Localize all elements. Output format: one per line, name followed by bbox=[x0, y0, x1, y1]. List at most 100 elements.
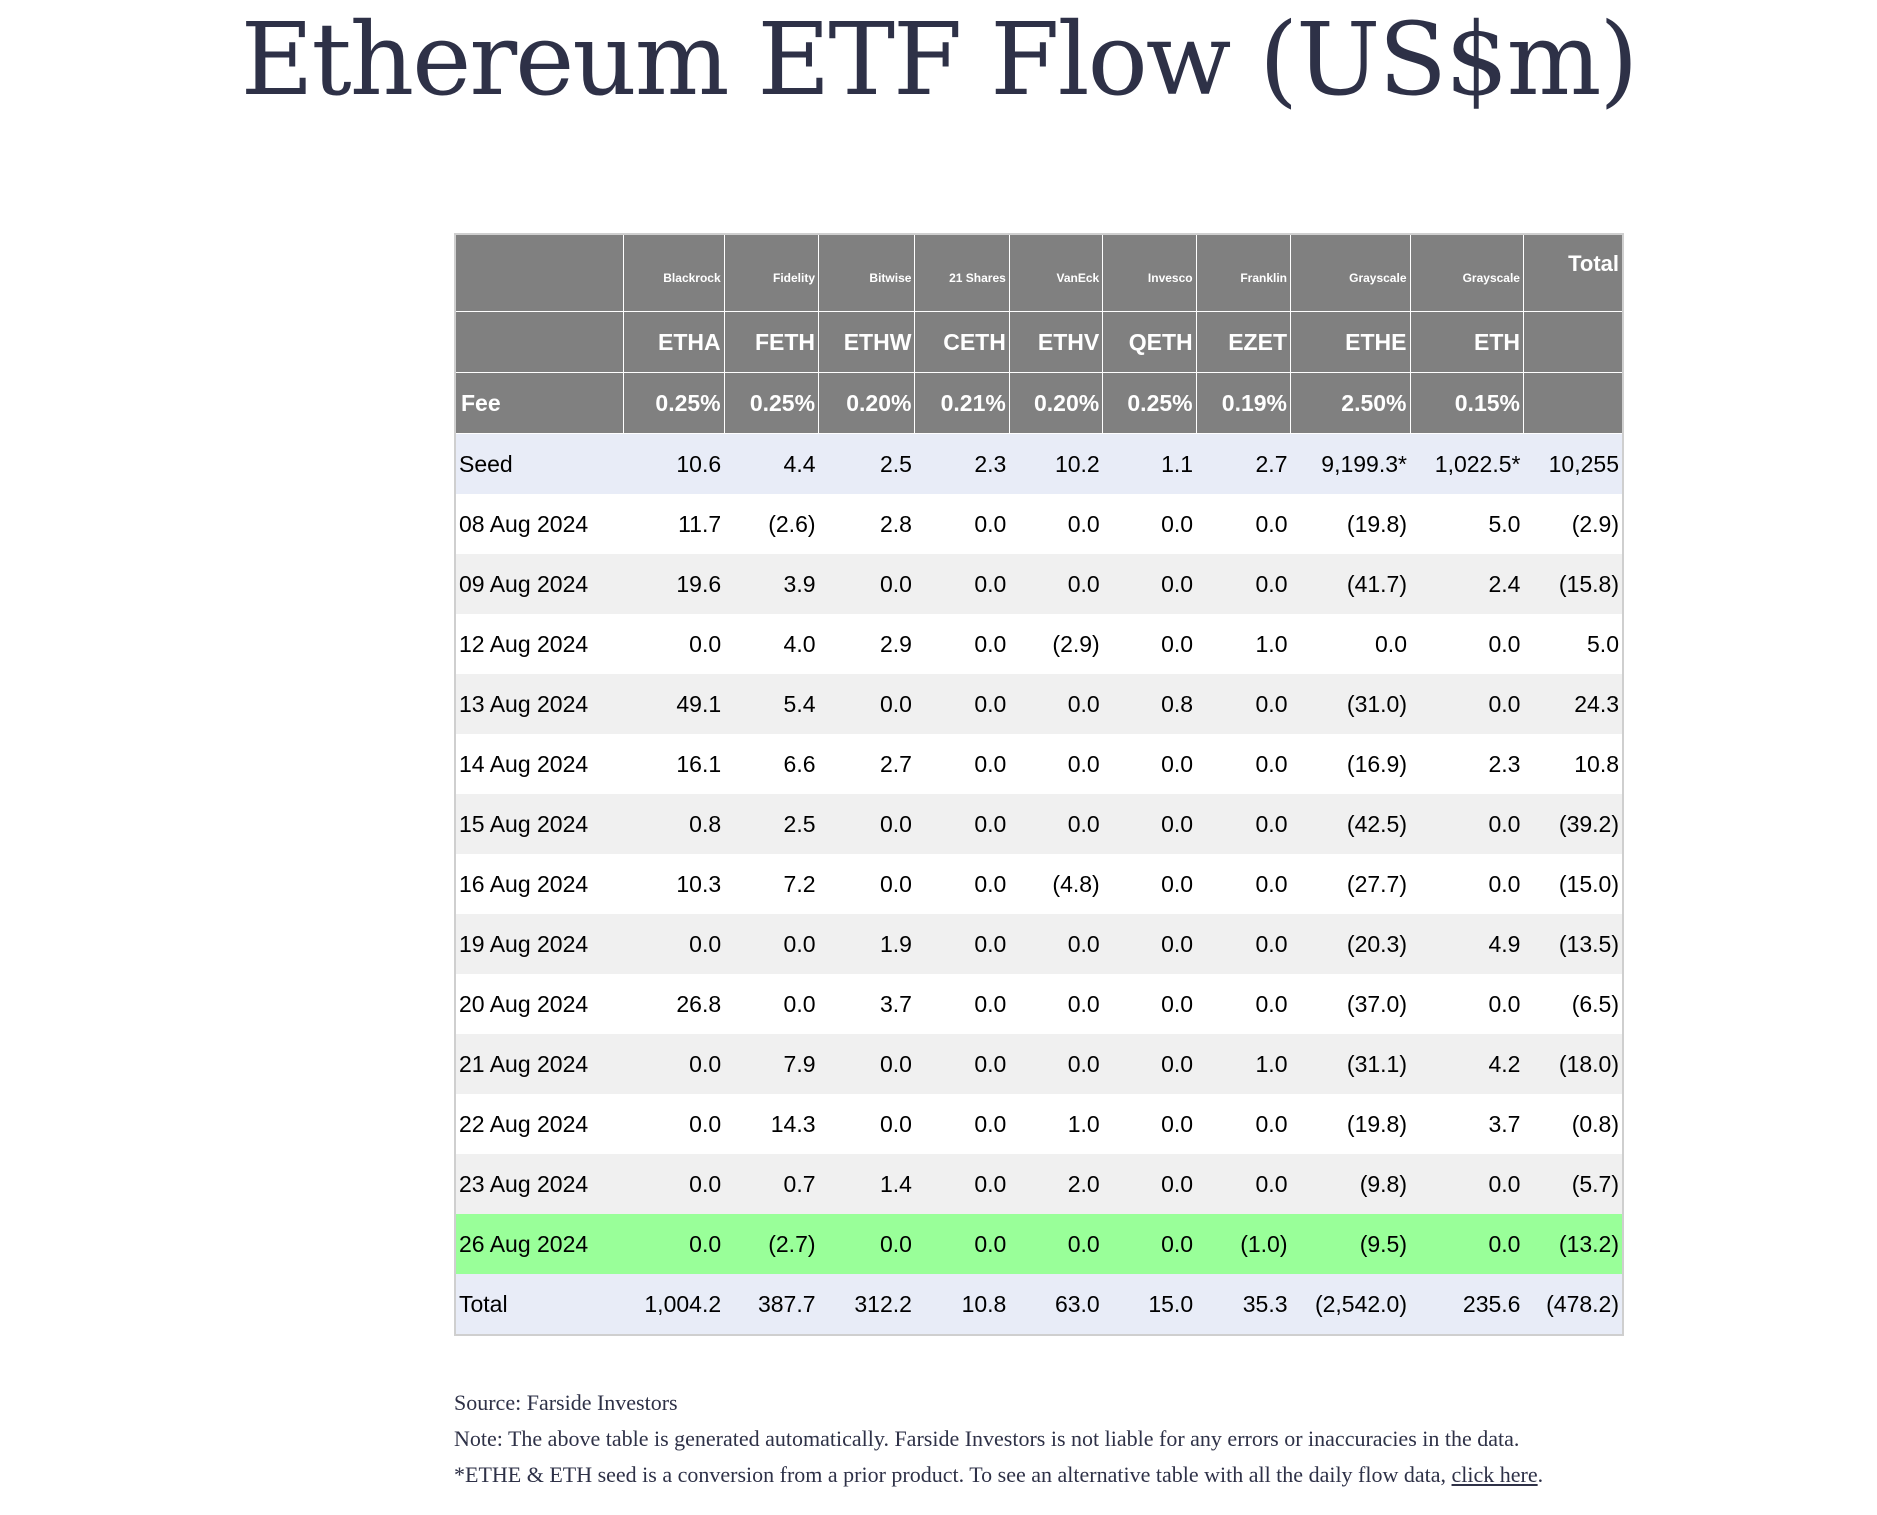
fee-header-row: Fee 0.25% 0.25% 0.20% 0.21% 0.20% 0.25% 0.19% 2.… bbox=[456, 372, 1622, 434]
row-label-cell: 16 Aug 2024 bbox=[456, 854, 624, 914]
ticker-header-cell: ETH bbox=[1410, 311, 1524, 373]
issuer-header-row: Blackrock Fidelity Bitwise 21 Shares VanEck I… bbox=[456, 235, 1622, 312]
value-cell: 0.0 bbox=[1009, 1034, 1103, 1094]
value-cell: 0.0 bbox=[1102, 1214, 1197, 1274]
value-cell: (5.7) bbox=[1523, 1154, 1622, 1214]
value-cell: 0.0 bbox=[1196, 494, 1291, 554]
footnotes: Source: Farside Investors Note: The abov… bbox=[454, 1385, 1704, 1493]
value-cell: 3.7 bbox=[1410, 1094, 1524, 1154]
row-label-cell: 19 Aug 2024 bbox=[456, 914, 624, 974]
value-cell: 1.4 bbox=[818, 1154, 915, 1214]
value-cell: 0.0 bbox=[1196, 554, 1291, 614]
click-here-link[interactable]: click here bbox=[1451, 1462, 1538, 1487]
value-cell: (4.8) bbox=[1009, 854, 1103, 914]
value-cell: 0.0 bbox=[818, 1034, 915, 1094]
value-cell: 10.8 bbox=[1523, 734, 1622, 794]
header-corner-cell bbox=[456, 235, 625, 312]
value-cell: 0.0 bbox=[1102, 614, 1197, 674]
value-cell: 0.0 bbox=[1196, 1094, 1291, 1154]
value-cell: 2.8 bbox=[818, 494, 915, 554]
table-row: 23 Aug 2024 0.0 0.7 1.4 0.0 2.0 0.0 0.0 (9.8) 0.0… bbox=[456, 1154, 1622, 1214]
value-cell: 14.3 bbox=[724, 1094, 819, 1154]
value-cell: 1.0 bbox=[1196, 614, 1291, 674]
value-cell: 10.3 bbox=[623, 854, 725, 914]
value-cell: 0.0 bbox=[1009, 974, 1103, 1034]
total-row: Total 1,004.2 387.7 312.2 10.8 63.0 15.0 35.3 (2… bbox=[456, 1274, 1622, 1334]
value-cell: 0.0 bbox=[1009, 674, 1103, 734]
value-cell: 0.0 bbox=[1102, 914, 1197, 974]
value-cell: (2.7) bbox=[724, 1214, 819, 1274]
ticker-header-cell: EZET bbox=[1196, 311, 1292, 373]
row-label-cell: 15 Aug 2024 bbox=[456, 794, 624, 854]
issuer-header-cell: Invesco bbox=[1102, 235, 1197, 312]
etf-flow-table: Blackrock Fidelity Bitwise 21 Shares VanEck I… bbox=[454, 233, 1624, 1336]
value-cell: 0.0 bbox=[818, 674, 915, 734]
value-cell: 2.3 bbox=[1410, 734, 1524, 794]
value-cell: 0.0 bbox=[1196, 914, 1291, 974]
table-row: 22 Aug 2024 0.0 14.3 0.0 0.0 1.0 0.0 0.0 (19.8) 3… bbox=[456, 1094, 1622, 1154]
value-cell: 0.0 bbox=[623, 614, 725, 674]
fee-cell: 0.25% bbox=[1102, 372, 1197, 434]
seed-note-text: *ETHE & ETH seed is a conversion from a … bbox=[454, 1462, 1447, 1487]
issuer-header-cell: Grayscale bbox=[1290, 235, 1411, 312]
value-cell: (9.8) bbox=[1290, 1154, 1410, 1214]
fee-label-cell: Fee bbox=[456, 372, 625, 434]
ticker-header-cell: ETHA bbox=[623, 311, 725, 373]
value-cell: 3.7 bbox=[818, 974, 915, 1034]
value-cell: 0.0 bbox=[1410, 854, 1524, 914]
value-cell: 3.9 bbox=[724, 554, 819, 614]
seed-note-period: . bbox=[1537, 1462, 1544, 1487]
value-cell: (15.8) bbox=[1523, 554, 1622, 614]
value-cell: 0.0 bbox=[914, 854, 1010, 914]
value-cell: 0.0 bbox=[1410, 614, 1524, 674]
value-cell: 0.0 bbox=[1102, 794, 1197, 854]
value-cell: (16.9) bbox=[1290, 734, 1410, 794]
table-row: 08 Aug 2024 11.7 (2.6) 2.8 0.0 0.0 0.0 0.0 (19.8… bbox=[456, 494, 1622, 554]
issuer-header-cell: Bitwise bbox=[818, 235, 916, 312]
value-cell: (27.7) bbox=[1290, 854, 1410, 914]
row-label-cell: 08 Aug 2024 bbox=[456, 494, 624, 554]
value-cell: (478.2) bbox=[1523, 1274, 1622, 1334]
ticker-header-cell: ETHE bbox=[1290, 311, 1411, 373]
value-cell: (19.8) bbox=[1290, 1094, 1410, 1154]
fee-cell: 2.50% bbox=[1290, 372, 1411, 434]
row-label-cell: 22 Aug 2024 bbox=[456, 1094, 624, 1154]
value-cell: 15.0 bbox=[1102, 1274, 1197, 1334]
value-cell: 49.1 bbox=[623, 674, 725, 734]
value-cell: 10,255 bbox=[1523, 433, 1622, 494]
value-cell: 0.0 bbox=[1410, 794, 1524, 854]
value-cell: 0.0 bbox=[818, 854, 915, 914]
value-cell: 0.0 bbox=[623, 1214, 725, 1274]
value-cell: (42.5) bbox=[1290, 794, 1410, 854]
value-cell: 1.0 bbox=[1009, 1094, 1103, 1154]
issuer-header-cell: 21 Shares bbox=[914, 235, 1010, 312]
table-row: 26 Aug 2024 0.0 (2.7) 0.0 0.0 0.0 0.0 (1.0) (9.5… bbox=[456, 1214, 1622, 1274]
fee-cell: 0.21% bbox=[914, 372, 1010, 434]
row-label-cell: Seed bbox=[456, 433, 624, 494]
value-cell: (31.1) bbox=[1290, 1034, 1410, 1094]
value-cell: 0.0 bbox=[914, 914, 1010, 974]
fee-cell: 0.19% bbox=[1196, 372, 1292, 434]
value-cell: (20.3) bbox=[1290, 914, 1410, 974]
row-label-cell: 21 Aug 2024 bbox=[456, 1034, 624, 1094]
value-cell: 0.0 bbox=[914, 614, 1010, 674]
value-cell: 387.7 bbox=[724, 1274, 819, 1334]
value-cell: 0.0 bbox=[724, 974, 819, 1034]
value-cell: 0.0 bbox=[818, 1214, 915, 1274]
value-cell: 1,004.2 bbox=[623, 1274, 725, 1334]
value-cell: 0.0 bbox=[623, 1154, 725, 1214]
value-cell: (0.8) bbox=[1523, 1094, 1622, 1154]
value-cell: 0.0 bbox=[1102, 1154, 1197, 1214]
ticker-header-row: ETHA FETH ETHW CETH ETHV QETH EZET ETHE ETH bbox=[456, 311, 1622, 373]
issuer-header-cell: Grayscale bbox=[1410, 235, 1524, 312]
value-cell: 0.0 bbox=[1009, 794, 1103, 854]
value-cell: 0.0 bbox=[1196, 854, 1291, 914]
ticker-header-cell: ETHW bbox=[818, 311, 916, 373]
value-cell: 0.0 bbox=[818, 794, 915, 854]
value-cell: 26.8 bbox=[623, 974, 725, 1034]
value-cell: 35.3 bbox=[1196, 1274, 1291, 1334]
value-cell: 0.0 bbox=[1410, 1154, 1524, 1214]
value-cell: 16.1 bbox=[623, 734, 725, 794]
fee-cell: 0.25% bbox=[623, 372, 725, 434]
value-cell: (2.9) bbox=[1523, 494, 1622, 554]
